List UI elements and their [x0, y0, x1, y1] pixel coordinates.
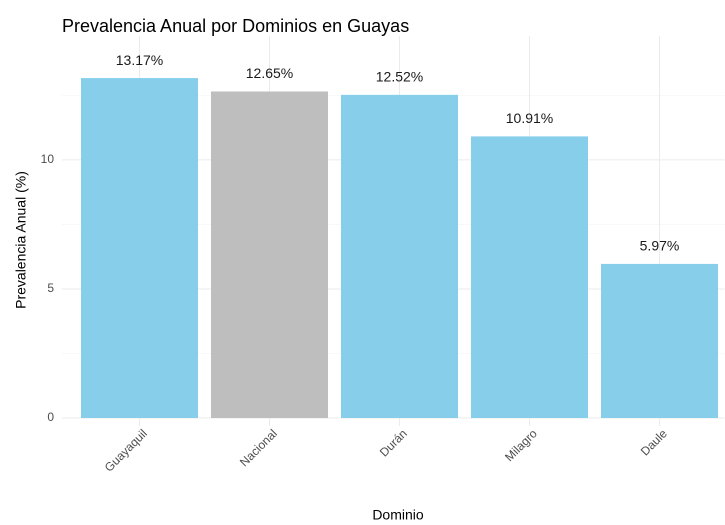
data-label: 13.17% [116, 52, 163, 68]
bar [471, 136, 588, 418]
x-axis-label: Dominio [372, 507, 424, 523]
y-tick-label: 5 [47, 281, 54, 295]
y-tick-label: 10 [41, 152, 55, 166]
y-axis-label: Prevalencia Anual (%) [13, 171, 29, 309]
bar [81, 78, 198, 418]
x-tick-label: Daule [638, 426, 670, 458]
y-tick-label: 0 [47, 410, 54, 424]
data-label: 12.65% [246, 65, 293, 81]
chart-title: Prevalencia Anual por Dominios en Guayas [62, 16, 409, 36]
bar [211, 91, 328, 419]
x-tick-label: Guayaquil [102, 426, 150, 474]
data-label: 5.97% [640, 238, 680, 254]
x-tick-label: Milagro [502, 426, 540, 464]
data-label: 12.52% [376, 69, 423, 85]
bar [341, 94, 458, 419]
data-label: 10.91% [506, 110, 553, 126]
x-tick-label: Nacional [237, 426, 280, 469]
x-tick-label: Durán [377, 426, 410, 459]
bar [601, 263, 718, 418]
